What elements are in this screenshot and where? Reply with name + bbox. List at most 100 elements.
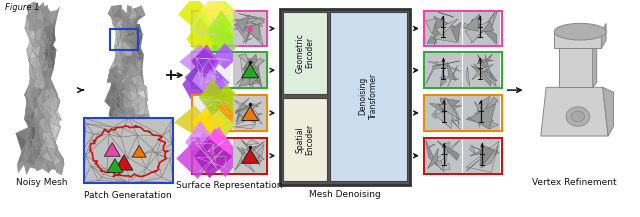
Polygon shape <box>114 57 122 64</box>
Polygon shape <box>554 32 602 48</box>
Polygon shape <box>29 66 31 77</box>
Polygon shape <box>108 77 115 82</box>
Polygon shape <box>127 5 132 18</box>
Polygon shape <box>38 56 40 69</box>
Polygon shape <box>234 124 255 129</box>
Polygon shape <box>106 127 116 129</box>
Polygon shape <box>152 149 157 153</box>
Polygon shape <box>44 27 51 41</box>
Polygon shape <box>32 139 38 148</box>
Polygon shape <box>37 107 42 122</box>
Polygon shape <box>120 125 122 130</box>
Polygon shape <box>30 113 35 119</box>
Polygon shape <box>113 111 119 123</box>
Polygon shape <box>136 58 141 72</box>
Polygon shape <box>242 149 259 163</box>
Polygon shape <box>135 8 139 16</box>
Polygon shape <box>465 21 491 42</box>
Polygon shape <box>35 19 41 33</box>
Text: Mesh Denoising: Mesh Denoising <box>309 191 381 199</box>
Polygon shape <box>116 70 122 76</box>
Polygon shape <box>49 68 54 76</box>
Polygon shape <box>43 80 49 96</box>
Polygon shape <box>113 16 124 23</box>
Polygon shape <box>132 61 138 70</box>
Polygon shape <box>172 118 173 150</box>
Polygon shape <box>136 40 144 55</box>
Polygon shape <box>112 124 118 129</box>
Polygon shape <box>199 0 234 27</box>
Polygon shape <box>141 76 143 84</box>
Polygon shape <box>42 107 51 115</box>
Polygon shape <box>44 16 52 25</box>
Polygon shape <box>45 47 47 61</box>
Polygon shape <box>48 52 54 68</box>
Bar <box>463 96 500 130</box>
Polygon shape <box>136 83 138 93</box>
Polygon shape <box>45 39 51 55</box>
Polygon shape <box>54 10 57 21</box>
Polygon shape <box>122 20 130 36</box>
Polygon shape <box>35 8 38 19</box>
Polygon shape <box>440 113 458 121</box>
Polygon shape <box>136 15 140 24</box>
Polygon shape <box>111 16 116 25</box>
Polygon shape <box>29 77 31 85</box>
Polygon shape <box>440 71 446 87</box>
Polygon shape <box>122 18 128 24</box>
Polygon shape <box>43 160 49 173</box>
Polygon shape <box>42 133 47 138</box>
Polygon shape <box>16 133 27 143</box>
Polygon shape <box>123 36 139 49</box>
Polygon shape <box>33 95 37 107</box>
Polygon shape <box>54 148 58 154</box>
Polygon shape <box>123 118 138 135</box>
Polygon shape <box>31 38 34 49</box>
Polygon shape <box>31 50 40 59</box>
Polygon shape <box>120 80 122 90</box>
Polygon shape <box>50 108 57 118</box>
Polygon shape <box>54 154 64 164</box>
Polygon shape <box>137 115 145 121</box>
Polygon shape <box>475 113 492 117</box>
Polygon shape <box>36 19 43 29</box>
Polygon shape <box>115 45 116 48</box>
Polygon shape <box>114 61 118 70</box>
Polygon shape <box>44 63 48 80</box>
Polygon shape <box>157 153 170 159</box>
Polygon shape <box>483 97 498 112</box>
Polygon shape <box>83 166 99 182</box>
Polygon shape <box>54 50 56 66</box>
Polygon shape <box>140 33 143 36</box>
Polygon shape <box>138 135 153 155</box>
Polygon shape <box>48 52 54 68</box>
Text: Geometric
Encoder: Geometric Encoder <box>295 33 315 73</box>
Polygon shape <box>144 104 148 116</box>
Polygon shape <box>36 118 40 127</box>
Polygon shape <box>29 57 31 66</box>
Polygon shape <box>111 13 117 28</box>
Polygon shape <box>40 42 42 45</box>
Polygon shape <box>27 16 29 31</box>
Polygon shape <box>208 89 248 125</box>
Polygon shape <box>24 120 36 132</box>
Polygon shape <box>235 104 256 123</box>
Polygon shape <box>115 95 123 108</box>
Polygon shape <box>125 76 131 83</box>
Polygon shape <box>141 99 147 104</box>
Polygon shape <box>445 22 461 42</box>
Polygon shape <box>36 88 39 101</box>
Polygon shape <box>125 67 127 78</box>
Polygon shape <box>44 74 49 91</box>
Polygon shape <box>116 25 122 35</box>
Polygon shape <box>127 121 134 131</box>
Polygon shape <box>238 54 250 65</box>
Polygon shape <box>53 123 61 140</box>
Polygon shape <box>31 66 35 80</box>
Polygon shape <box>243 38 253 43</box>
Polygon shape <box>49 124 52 133</box>
Polygon shape <box>44 82 47 91</box>
Polygon shape <box>481 146 499 168</box>
Polygon shape <box>483 148 498 151</box>
Polygon shape <box>476 60 493 64</box>
